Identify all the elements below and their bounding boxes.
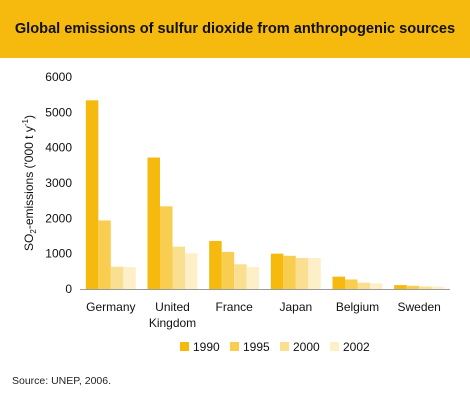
x-tick-label-line: United [155, 300, 190, 314]
source-note: Source: UNEP, 2006. [12, 375, 112, 387]
x-tick-label-line: Germany [86, 300, 135, 314]
legend-swatch-2002 [330, 342, 339, 351]
x-tick-label-line: France [215, 300, 253, 314]
y-axis-title-part: ) [22, 115, 36, 119]
y-axis-title-part: -emissions ('000 t y [22, 126, 36, 229]
x-tick-label: Japan [279, 300, 312, 314]
bars [85, 100, 445, 289]
x-tick-label-line: Belgium [336, 300, 379, 314]
legend-swatch-1995 [230, 342, 239, 351]
y-axis-label: SO2-emissions ('000 t y-1) [21, 115, 38, 251]
y-tick-label: 5000 [45, 105, 72, 119]
bar-2000-sweden [419, 286, 432, 289]
y-tick-label: 0 [65, 282, 72, 296]
bar-2000-germany [110, 266, 124, 289]
y-axis: 0 1000 2000 3000 4000 5000 6000 [45, 70, 72, 296]
y-tick-label: 3000 [45, 176, 72, 190]
bar-2000-united-kingdom [172, 246, 185, 289]
x-axis: Germany United Kingdom France Japan Belgium Sw… [86, 300, 441, 330]
bar-2002-united-kingdom [185, 253, 198, 289]
bar-2002-belgium [370, 283, 383, 289]
bar-1990-germany [85, 100, 99, 289]
bar-2002-france [246, 267, 260, 289]
bar-1995-sweden [406, 285, 420, 289]
bar-1995-france [221, 251, 235, 289]
bar-2000-japan [295, 257, 309, 289]
y-tick-label: 1000 [45, 247, 72, 261]
legend-label-1995: 1995 [243, 340, 270, 354]
y-axis-title-part: -1 [21, 119, 30, 127]
bar-1990-belgium [332, 276, 345, 289]
y-tick-label: 6000 [45, 70, 72, 84]
chart-title: Global emissions of sulfur dioxide from … [14, 21, 456, 37]
x-tick-label: Belgium [336, 300, 379, 314]
y-axis-title-part: SO [22, 234, 36, 251]
y-tick-label: 4000 [45, 141, 72, 155]
bar-1995-united-kingdom [160, 206, 173, 289]
bar-1995-germany [98, 220, 111, 289]
x-tick-label: United Kingdom [149, 300, 196, 330]
bar-2002-sweden [431, 286, 445, 289]
legend-swatch-1990 [180, 342, 189, 351]
bar-2002-japan [308, 257, 321, 289]
legend: 1990 1995 2000 2002 [180, 340, 370, 354]
bar-2000-belgium [357, 282, 370, 289]
title-bar: Global emissions of sulfur dioxide from … [0, 0, 470, 58]
bar-2000-france [234, 264, 247, 289]
x-tick-label: France [215, 300, 253, 314]
bar-2002-germany [123, 267, 136, 289]
legend-label-2000: 2000 [293, 340, 320, 354]
y-axis-title: SO2-emissions ('000 t y-1) [21, 115, 38, 251]
legend-label-2002: 2002 [343, 340, 370, 354]
bar-1990-sweden [394, 285, 407, 289]
x-tick-label-line: Japan [279, 300, 312, 314]
bar-1990-japan [270, 253, 284, 289]
x-tick-label-line: Kingdom [149, 316, 196, 330]
y-tick-label: 2000 [45, 211, 72, 225]
legend-swatch-2000 [280, 342, 289, 351]
y-axis-title-part: 2 [29, 229, 38, 234]
bar-chart: SO2-emissions ('000 t y-1) 0 1000 2000 3000… [21, 70, 450, 354]
x-tick-label: Germany [86, 300, 135, 314]
x-tick-label: Sweden [397, 300, 440, 314]
bar-1990-france [209, 240, 222, 289]
bar-1995-belgium [345, 279, 358, 289]
x-tick-label-line: Sweden [397, 300, 440, 314]
bar-1995-japan [283, 255, 296, 289]
bar-1990-united-kingdom [147, 157, 160, 289]
legend-label-1990: 1990 [193, 340, 220, 354]
